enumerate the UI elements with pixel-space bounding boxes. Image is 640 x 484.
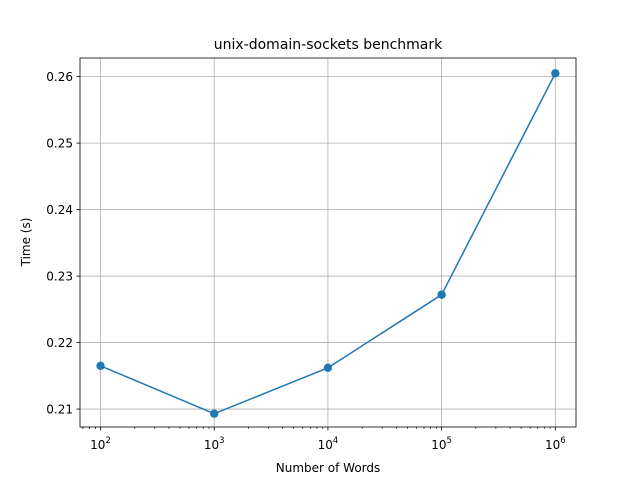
data-series: [96, 69, 560, 418]
x-tick-label-base: 10: [90, 438, 105, 452]
data-point-marker: [96, 361, 105, 371]
x-tick-label: 105: [431, 436, 452, 452]
x-tick-label-base: 10: [545, 438, 560, 452]
x-tick-label-base: 10: [318, 438, 333, 452]
y-tick-label: 0.24: [46, 203, 73, 217]
x-tick-label: 106: [545, 436, 566, 452]
data-point-marker: [437, 290, 446, 299]
data-point-marker: [551, 69, 560, 78]
x-tick-label-exponent: 5: [447, 436, 452, 446]
y-tick-label: 0.23: [46, 270, 73, 284]
x-tick-label-exponent: 4: [333, 436, 338, 446]
plot-frame: [79, 57, 577, 428]
x-tick-label: 104: [318, 436, 339, 452]
y-axis-label: Time (s): [19, 218, 33, 268]
grid-lines: [80, 58, 576, 427]
y-tick-label: 0.21: [46, 403, 73, 417]
axes: [76, 57, 577, 431]
x-tick-label-exponent: 3: [219, 436, 224, 446]
y-tick-label: 0.25: [46, 137, 73, 151]
y-tick-label: 0.26: [46, 70, 73, 84]
x-axis-label: Number of Words: [276, 461, 381, 475]
x-tick-label: 102: [90, 436, 111, 452]
x-tick-label-base: 10: [431, 438, 446, 452]
data-point-marker: [210, 409, 219, 418]
data-point-marker: [323, 363, 333, 373]
x-tick-label-exponent: 2: [105, 436, 110, 446]
y-tick-label: 0.22: [46, 336, 73, 350]
x-tick-label-base: 10: [204, 438, 219, 452]
chart-title: unix-domain-sockets benchmark: [214, 37, 443, 53]
x-tick-label: 103: [204, 436, 225, 452]
x-tick-label-exponent: 6: [560, 436, 565, 446]
